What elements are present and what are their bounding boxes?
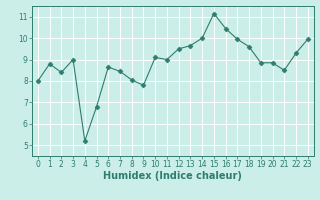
X-axis label: Humidex (Indice chaleur): Humidex (Indice chaleur) (103, 171, 242, 181)
